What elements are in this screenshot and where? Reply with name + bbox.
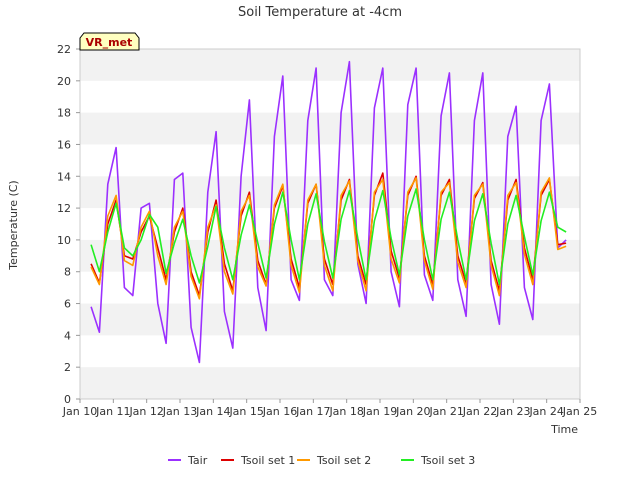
legend-label: Tsoil set 3 — [420, 454, 475, 467]
x-tick-label: Jan 12 — [128, 405, 163, 418]
y-tick-label: 8 — [64, 266, 71, 279]
annotation-text: VR_met — [86, 36, 133, 49]
station-annotation: VR_met — [79, 32, 140, 51]
x-tick-label: Jan 13 — [162, 405, 197, 418]
series-line-tsoil-set-3 — [90, 188, 567, 286]
y-tick-label: 20 — [57, 75, 71, 88]
legend-item-tair: Tair — [168, 454, 208, 467]
x-tick-label: Jan 15 — [228, 405, 263, 418]
x-axis-label: Time — [550, 423, 578, 436]
x-tick-label: Jan 23 — [495, 405, 530, 418]
x-tick-label: Jan 10 — [62, 405, 97, 418]
legend-label: Tsoil set 1 — [240, 454, 295, 467]
grid-band — [80, 176, 580, 209]
x-tick-label: Jan 24 — [528, 405, 563, 418]
grid-band — [80, 367, 580, 399]
y-tick-label: 16 — [57, 138, 71, 151]
legend: Tair Tsoil set 1 Tsoil set 2 Tsoil set 3 — [168, 454, 475, 467]
x-tick-label: Jan 22 — [462, 405, 497, 418]
y-tick-label: 12 — [57, 202, 71, 215]
grid-band — [80, 112, 580, 145]
y-tick-label: 4 — [64, 329, 71, 342]
chart-title: Soil Temperature at -4cm — [238, 5, 402, 20]
y-tick-label: 6 — [64, 298, 71, 311]
series-lines — [90, 60, 567, 364]
plot-frame — [79, 48, 581, 400]
x-tick-label: Jan 18 — [328, 405, 363, 418]
x-tick-label: Jan 14 — [195, 405, 230, 418]
x-tick-label: Jan 21 — [428, 405, 463, 418]
legend-label: Tsoil set 2 — [316, 454, 371, 467]
y-tick-label: 18 — [57, 107, 71, 120]
x-tick-label: Jan 16 — [262, 405, 297, 418]
x-tick-label: Jan 20 — [395, 405, 430, 418]
x-tick-label: Jan 25 — [562, 405, 597, 418]
annotation-box — [79, 32, 140, 51]
y-axis-label: Temperature (C) — [7, 180, 20, 270]
x-tick-label: Jan 19 — [362, 405, 397, 418]
y-tick-label: 0 — [64, 393, 71, 406]
x-tick-label: Jan 17 — [295, 405, 330, 418]
y-tick-label: 2 — [64, 361, 71, 374]
grid-band — [80, 303, 580, 336]
grid-band — [80, 49, 580, 81]
legend-item-tsoil-set-2: Tsoil set 2 — [297, 454, 371, 467]
legend-label: Tair — [187, 454, 208, 467]
legend-item-tsoil-set-1: Tsoil set 1 — [221, 454, 295, 467]
y-tick-label: 14 — [57, 170, 71, 183]
y-tick-label: 10 — [57, 234, 71, 247]
grid-bands — [80, 49, 580, 399]
x-tick-label: Jan 11 — [95, 405, 130, 418]
y-axis: 0 2 4 6 8 10 12 14 16 18 20 22 — [57, 43, 80, 406]
legend-item-tsoil-set-3: Tsoil set 3 — [401, 454, 475, 467]
y-tick-label: 22 — [57, 43, 71, 56]
